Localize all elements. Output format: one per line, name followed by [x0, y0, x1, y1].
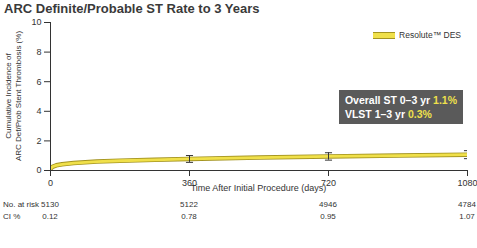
html-text:0.78: 0.78 [181, 212, 197, 221]
svg-text:10: 10 [31, 17, 41, 27]
svg-text:8: 8 [36, 47, 41, 57]
html-text:4784: 4784 [458, 200, 476, 209]
html-text:0.12: 0.12 [42, 212, 58, 221]
svg-text:720: 720 [321, 177, 336, 188]
svg-text:1080: 1080 [457, 178, 477, 188]
svg-text:6: 6 [36, 77, 41, 87]
html-text:Cumulative Incidence of ARC De: Cumulative Incidence of ARC Def/Prob Ste… [4, 30, 23, 162]
html-text:0.95: 0.95 [320, 212, 336, 221]
html-text:CI %: CI % [3, 212, 21, 221]
svg-text:360: 360 [182, 177, 197, 188]
svg-text:0: 0 [48, 178, 53, 188]
html-text:5122: 5122 [180, 200, 198, 209]
html-text:1.07: 1.07 [459, 212, 475, 221]
svg-text:4: 4 [36, 106, 41, 116]
html-text:Overall ST 0–3 yr 1.1%: Overall ST 0–3 yr 1.1% [344, 94, 457, 106]
html-text:4946: 4946 [319, 200, 337, 209]
html-text:VLST 1–3 yr 0.3%: VLST 1–3 yr 0.3% [344, 108, 432, 120]
html-text:ARC Definite/Probable ST Rate: ARC Definite/Probable ST Rate to 3 Years [4, 1, 260, 16]
html-text:Time After Initial Procedure (: Time After Initial Procedure (days) [190, 183, 327, 193]
html-text:Resolute™ DES: Resolute™ DES [399, 30, 461, 40]
html-text:No. at risk 5130: No. at risk 5130 [3, 200, 59, 209]
svg-text:2: 2 [36, 136, 41, 146]
svg-text:0: 0 [36, 165, 41, 175]
